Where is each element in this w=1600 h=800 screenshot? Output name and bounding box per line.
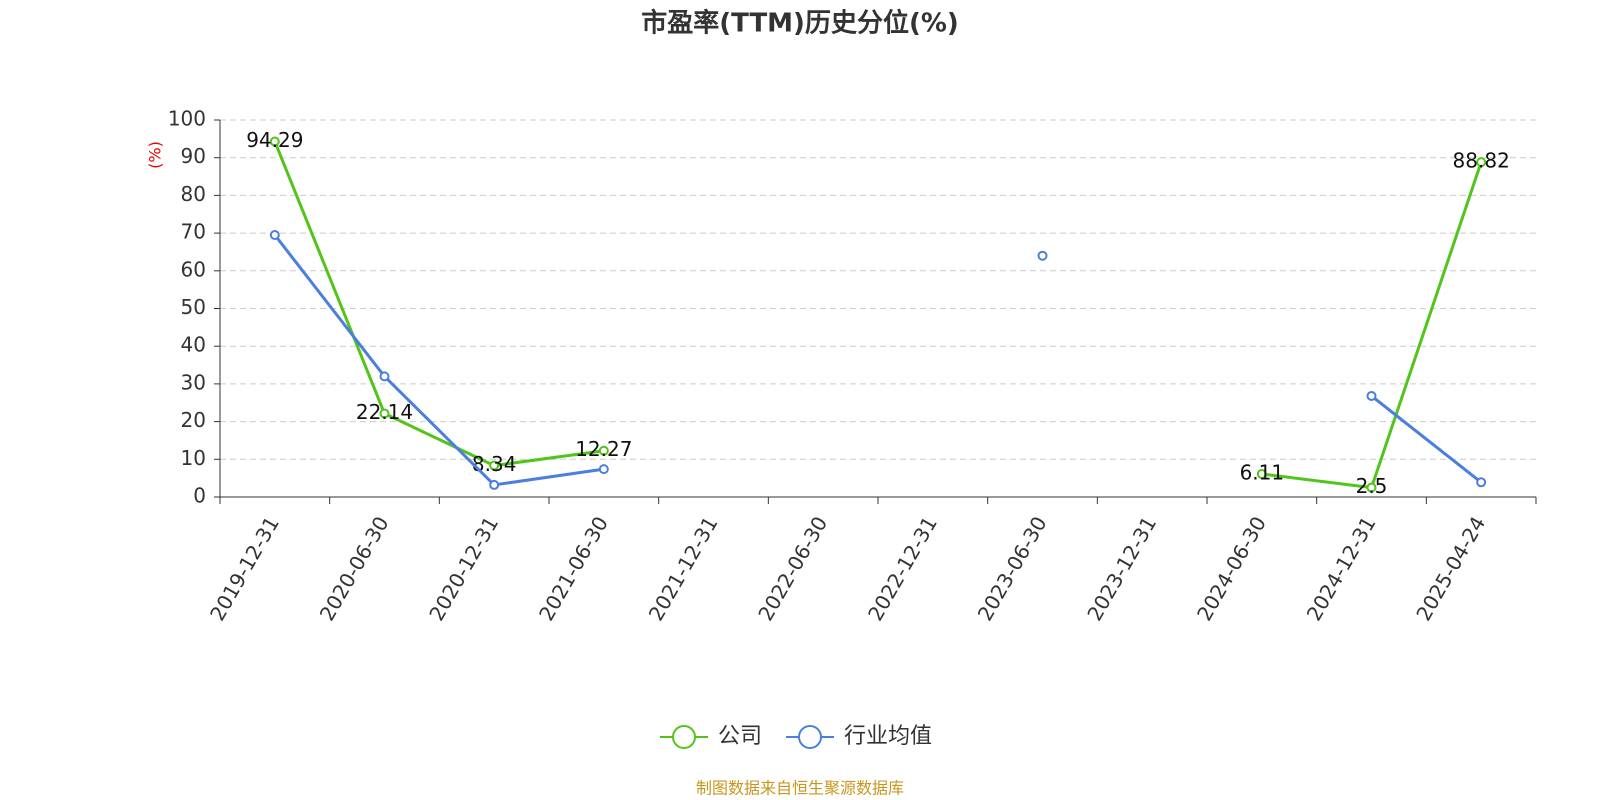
x-tick-label: 2023-12-31 xyxy=(1082,512,1161,625)
series-line xyxy=(273,234,1483,487)
x-tick-label: 2021-06-30 xyxy=(534,512,613,625)
data-point xyxy=(1476,477,1487,488)
x-tick-label: 2023-06-30 xyxy=(973,512,1052,625)
data-label: 6.11 xyxy=(1240,460,1285,484)
data-label: 22.14 xyxy=(356,400,413,424)
y-tick-label: 0 xyxy=(193,484,206,508)
data-label: 2.5 xyxy=(1356,474,1388,498)
data-point xyxy=(489,479,500,490)
y-tick-label: 20 xyxy=(181,408,206,432)
y-tick-label: 70 xyxy=(181,220,206,244)
x-tick-label: 2020-06-30 xyxy=(315,512,394,625)
legend-label: 行业均值 xyxy=(844,724,932,749)
x-tick-label: 2021-12-31 xyxy=(644,512,723,625)
x-tick-label: 2025-04-24 xyxy=(1411,512,1490,625)
y-tick-label: 10 xyxy=(181,446,206,470)
data-point xyxy=(379,371,390,382)
y-tick-label: 40 xyxy=(181,333,206,357)
y-tick-label: 90 xyxy=(181,144,206,168)
x-tick-label: 2022-12-31 xyxy=(863,512,942,625)
x-tick-label: 2024-06-30 xyxy=(1192,512,1271,625)
data-point xyxy=(489,460,500,471)
data-label: 8.34 xyxy=(472,452,517,476)
data-point xyxy=(1366,390,1377,401)
chart-title: 市盈率(TTM)历史分位(%) xyxy=(641,8,959,39)
data-point xyxy=(598,445,609,456)
x-tick-label: 2020-12-31 xyxy=(424,512,503,625)
data-point xyxy=(1476,157,1487,168)
x-tick-label: 2022-06-30 xyxy=(753,512,832,625)
y-tick-label: 100 xyxy=(168,107,206,131)
legend-label: 公司 xyxy=(718,724,762,749)
y-tick-label: 80 xyxy=(181,182,206,206)
data-label: 94.29 xyxy=(246,128,303,152)
x-tick-label: 2024-12-31 xyxy=(1302,512,1381,625)
data-point xyxy=(269,136,280,147)
legend-marker xyxy=(798,725,823,749)
data-point xyxy=(1366,482,1377,493)
data-point xyxy=(598,464,609,475)
data-point xyxy=(269,229,280,240)
data-point xyxy=(1256,468,1267,479)
x-tick-label: 2019-12-31 xyxy=(205,512,284,625)
y-axis-label: (%) xyxy=(146,141,165,169)
data-point xyxy=(379,408,390,419)
legend-marker xyxy=(672,725,696,749)
series-line xyxy=(273,140,1483,490)
source-note: 制图数据来自恒生聚源数据库 xyxy=(696,779,904,798)
data-point xyxy=(1037,250,1048,261)
data-label: 88.82 xyxy=(1453,149,1510,173)
y-tick-label: 60 xyxy=(181,257,206,281)
y-tick-label: 50 xyxy=(181,295,206,319)
y-tick-label: 30 xyxy=(181,370,206,394)
data-label: 12.27 xyxy=(575,437,632,461)
